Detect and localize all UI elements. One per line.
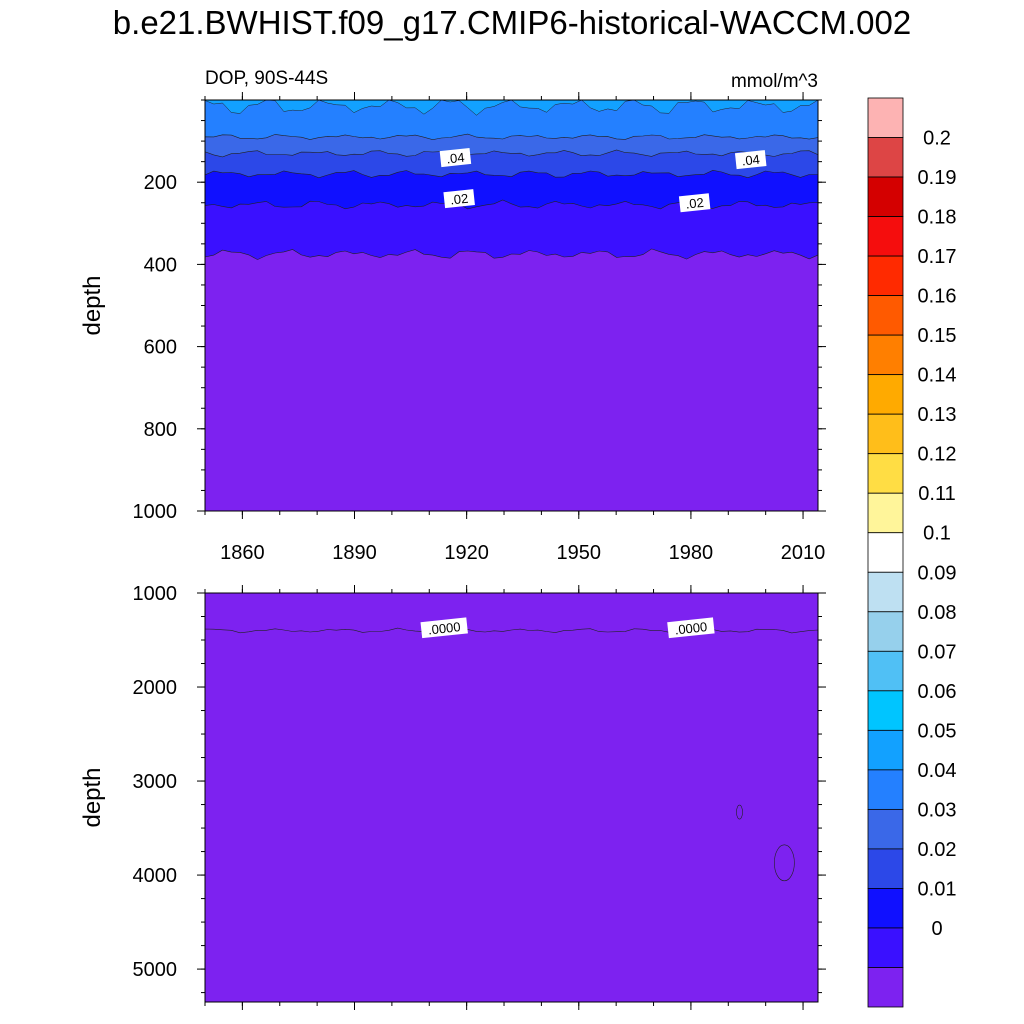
colorbar-label: 0.19 — [918, 167, 957, 189]
xtick-label: 1920 — [444, 542, 489, 564]
lower-contour-fill: .0000 .0000 — [205, 593, 818, 1002]
upper-layer-5 — [205, 248, 818, 511]
lower-contour-label: .0000 — [420, 617, 468, 639]
upper-contour-label: .04 — [734, 150, 767, 170]
deep-anomaly-small — [736, 804, 743, 820]
lower-ytick-label: 1000 — [133, 583, 178, 605]
upper-ytick-label: 600 — [144, 337, 177, 359]
colorbar-label: 0.07 — [918, 641, 957, 663]
colorbar-label: 0.12 — [918, 444, 957, 466]
colorbar-swatch — [867, 808, 904, 850]
colorbar-swatch — [867, 967, 904, 1008]
lower-ytick-label: 4000 — [133, 865, 178, 887]
lower-ytick-label: 3000 — [133, 771, 178, 793]
contour-label-box — [678, 193, 711, 213]
contour-label-box — [439, 148, 472, 168]
colorbar-swatch — [867, 729, 904, 771]
contour-label-text: .0000 — [674, 619, 708, 637]
colorbar-swatch — [867, 888, 904, 929]
colorbar-swatch — [867, 137, 904, 178]
upper-surface-band — [205, 100, 818, 116]
colorbar-swatch — [867, 255, 904, 297]
colorbar-swatch — [867, 848, 904, 889]
colorbar-label: 0.15 — [918, 325, 957, 347]
colorbar-label: 0.01 — [918, 878, 957, 900]
colorbar-label: 0.16 — [918, 286, 957, 308]
colorbar-swatch — [867, 295, 904, 336]
lower-layer-1 — [205, 627, 818, 1002]
colorbar-label: 0.08 — [918, 602, 957, 624]
colorbar-label: 0.06 — [918, 681, 957, 703]
lower-ytick-label: 2000 — [133, 677, 178, 699]
lower-ytick-label: 5000 — [133, 959, 178, 981]
colorbar-swatch — [867, 176, 904, 217]
colorbar: 0.2 0.19 0.18 0.17 0.16 0.15 0.14 0.13 0.12 0.11 0… — [867, 97, 957, 1008]
units-label: mmol/m^3 — [731, 71, 818, 92]
colorbar-swatch — [867, 453, 904, 494]
colorbar-swatch — [867, 769, 904, 810]
upper-contour-label: .04 — [439, 148, 472, 168]
colorbar-swatch — [867, 927, 904, 968]
xtick-label: 1890 — [332, 542, 377, 564]
colorbar-label: 0.09 — [918, 562, 957, 584]
contour-label-box — [443, 189, 475, 209]
colorbar-label: 0.1 — [923, 523, 951, 545]
colorbar-swatch — [867, 650, 904, 692]
lower-ylabel: depth — [79, 767, 106, 827]
contour-label-text: .04 — [446, 150, 466, 167]
colorbar-label: 0.2 — [923, 128, 951, 150]
upper-depth-panel: .04 .04 .02 .02 — [205, 100, 818, 511]
lower-depth-panel: .0000 .0000 — [205, 593, 818, 1002]
upper-contour-label: .02 — [678, 193, 711, 213]
colorbar-swatch — [867, 97, 904, 138]
contour-label-text: .04 — [741, 152, 761, 169]
colorbar-label: 0.13 — [918, 404, 957, 426]
contour-label-text: .0000 — [427, 619, 461, 637]
lower-contour-label: .0000 — [667, 617, 715, 639]
colorbar-label: 0.11 — [918, 483, 955, 505]
xtick-label: 1950 — [557, 542, 602, 564]
contour-label-box — [734, 150, 767, 170]
contour-label-box — [667, 617, 715, 639]
colorbar-swatch — [867, 532, 904, 573]
upper-contour-fill: .04 .04 .02 .02 — [205, 100, 818, 511]
colorbar-swatch — [867, 690, 904, 731]
upper-contour-label: .02 — [443, 189, 475, 209]
colorbar-swatch — [867, 413, 904, 455]
upper-ylabel: depth — [79, 275, 106, 335]
upper-ytick-label: 400 — [144, 254, 177, 276]
contour-label-text: .02 — [685, 195, 705, 212]
axes: 200 400 600 800 1000 depth 1000 2000 3000 4000 500… — [79, 92, 826, 1010]
colorbar-label: 0.03 — [918, 799, 957, 821]
xtick-label: 2010 — [781, 542, 826, 564]
colorbar-swatch — [867, 492, 904, 534]
variable-label: DOP, 90S-44S — [205, 68, 328, 89]
colorbar-label: 0.05 — [918, 720, 957, 742]
colorbar-label: 0.17 — [918, 246, 957, 268]
colorbar-swatch — [867, 334, 904, 376]
colorbar-label: 0.14 — [918, 365, 957, 387]
xtick-label: 1980 — [669, 542, 714, 564]
upper-ytick-label: 800 — [144, 419, 177, 441]
lower-plot-frame — [204, 592, 819, 1003]
xtick-label: 1860 — [220, 542, 265, 564]
contour-label-box — [420, 617, 468, 639]
colorbar-swatch — [867, 611, 904, 652]
colorbar-label: 0.18 — [918, 207, 957, 229]
page-title: b.e21.BWHIST.f09_g17.CMIP6-historical-WA… — [112, 4, 912, 41]
colorbar-swatch — [867, 571, 904, 613]
upper-ytick-label: 1000 — [133, 501, 178, 523]
colorbar-swatch — [867, 216, 904, 257]
colorbar-label: 0.02 — [918, 839, 957, 861]
colorbar-label: 0 — [931, 918, 942, 940]
deep-anomaly-large — [774, 844, 795, 882]
colorbar-swatch — [867, 374, 904, 415]
upper-ytick-label: 200 — [144, 172, 177, 194]
colorbar-label: 0.04 — [918, 760, 957, 782]
contour-label-text: .02 — [449, 191, 469, 208]
